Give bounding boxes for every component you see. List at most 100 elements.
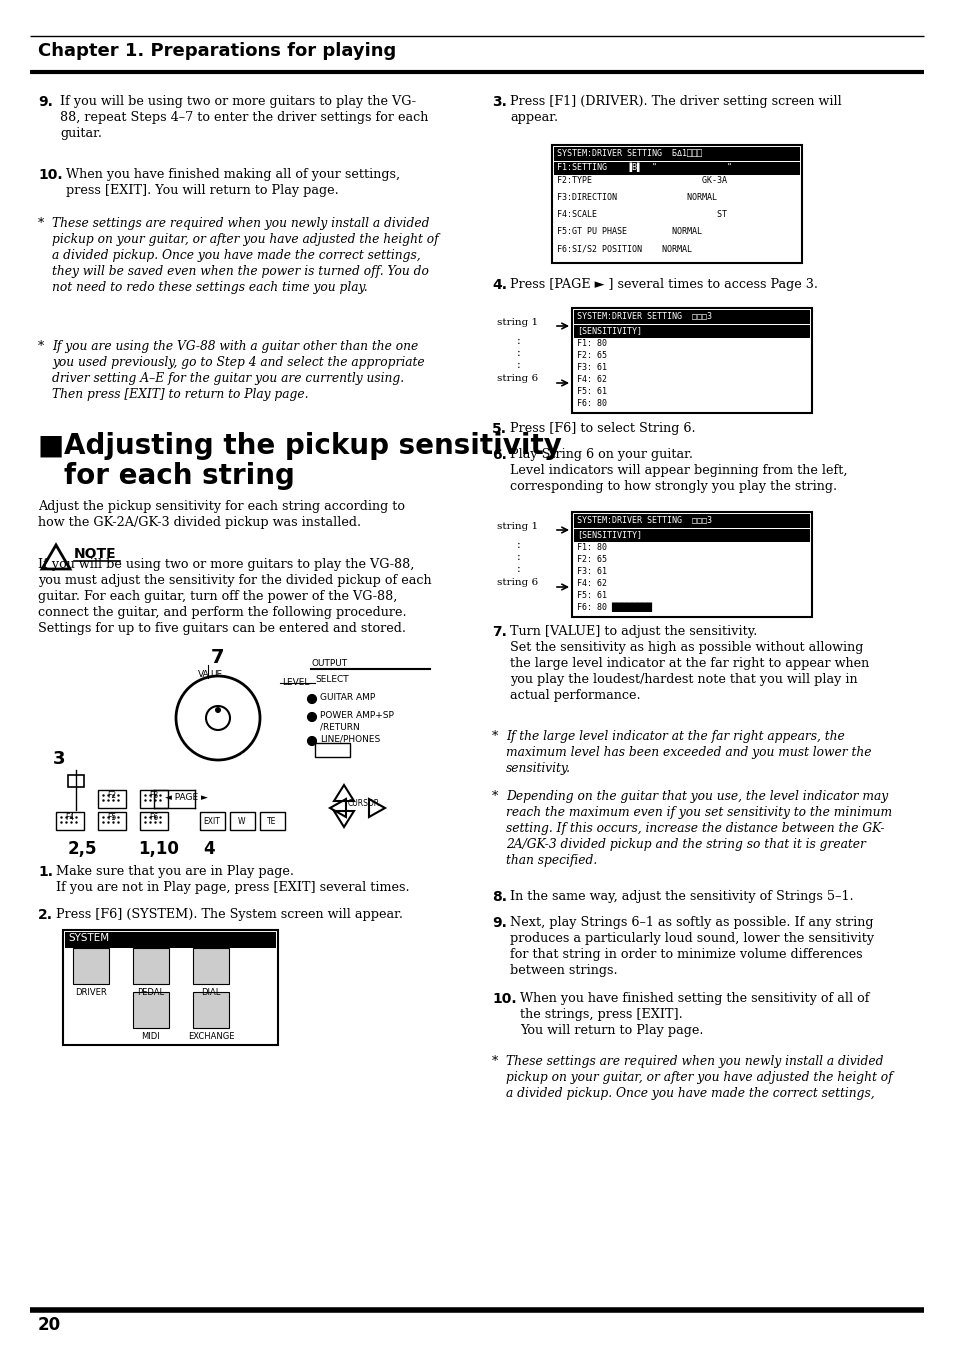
Bar: [68, 775, 84, 788]
Text: LEVEL: LEVEL: [282, 678, 309, 688]
Text: F5: 61: F5: 61: [577, 590, 606, 600]
Text: F3: F3: [150, 790, 158, 800]
Text: These settings are required when you newly install a divided
pickup on your guit: These settings are required when you new…: [505, 1055, 892, 1100]
Text: ◄ PAGE ►: ◄ PAGE ►: [165, 793, 208, 802]
Text: 10.: 10.: [492, 992, 517, 1006]
Text: In the same way, adjust the sensitivity of Strings 5–1.: In the same way, adjust the sensitivity …: [510, 890, 853, 902]
Bar: [574, 309, 809, 324]
Bar: [574, 513, 809, 528]
Bar: [98, 790, 126, 808]
Text: 8.: 8.: [492, 890, 506, 904]
Text: VA: VA: [198, 670, 210, 680]
Bar: [98, 812, 126, 830]
Bar: [572, 512, 811, 617]
Text: UE: UE: [210, 670, 222, 680]
Bar: [574, 530, 809, 542]
Text: 1,10: 1,10: [138, 840, 178, 858]
Bar: [314, 743, 350, 757]
Text: string 6: string 6: [497, 578, 537, 586]
Text: SELECT: SELECT: [314, 676, 348, 684]
Bar: [193, 992, 229, 1028]
Text: 20: 20: [38, 1316, 61, 1333]
Text: F1: 80: F1: 80: [577, 543, 606, 553]
Text: F5: 61: F5: 61: [577, 386, 606, 396]
Text: 3.: 3.: [492, 95, 506, 109]
Text: string 1: string 1: [497, 521, 537, 531]
Text: F3: 61: F3: 61: [577, 363, 606, 372]
Text: If you will be using two or more guitars to play the VG-88,
you must adjust the : If you will be using two or more guitars…: [38, 558, 431, 635]
Text: Chapter 1. Preparations for playing: Chapter 1. Preparations for playing: [38, 42, 395, 59]
Text: *: *: [492, 1055, 497, 1069]
Text: Press [F6] (SYSTEM). The System screen will appear.: Press [F6] (SYSTEM). The System screen w…: [56, 908, 402, 921]
Text: SYSTEM: SYSTEM: [68, 934, 109, 943]
Text: 2,5: 2,5: [68, 840, 97, 858]
Text: Adjusting the pickup sensitivity: Adjusting the pickup sensitivity: [64, 432, 561, 459]
Text: 3: 3: [53, 750, 66, 767]
Bar: [574, 326, 809, 338]
Bar: [554, 147, 800, 161]
Text: EXCHANGE: EXCHANGE: [188, 1032, 234, 1042]
Bar: [260, 812, 285, 830]
Text: string 1: string 1: [497, 317, 537, 327]
Text: [SENSITIVITY]: [SENSITIVITY]: [577, 530, 641, 539]
Text: :: :: [517, 349, 520, 358]
Text: When you have finished setting the sensitivity of all of
the strings, press [EXI: When you have finished setting the sensi…: [519, 992, 868, 1038]
Text: 7: 7: [211, 648, 225, 667]
Text: *: *: [38, 218, 44, 230]
Bar: [552, 145, 801, 263]
Bar: [554, 162, 800, 176]
Bar: [73, 948, 109, 984]
Text: 7.: 7.: [492, 626, 506, 639]
Text: F3: 61: F3: 61: [577, 567, 606, 576]
Text: 9.: 9.: [38, 95, 52, 109]
Text: string 6: string 6: [497, 374, 537, 382]
Text: F5: F5: [108, 813, 116, 821]
Text: :: :: [517, 553, 520, 562]
Bar: [572, 308, 811, 413]
Text: :: :: [517, 563, 520, 574]
Text: LINE/PHONES: LINE/PHONES: [319, 735, 380, 744]
Bar: [132, 992, 169, 1028]
Text: When you have finished making all of your settings,
press [EXIT]. You will retur: When you have finished making all of you…: [66, 168, 399, 197]
Text: Turn [VALUE] to adjust the sensitivity.
Set the sensitivity as high as possible : Turn [VALUE] to adjust the sensitivity. …: [510, 626, 868, 703]
Text: F5:GT PU PHASE         NORMAL: F5:GT PU PHASE NORMAL: [557, 227, 701, 236]
Text: F6: F6: [150, 813, 158, 821]
Text: F6:SI/S2 POSITION    NORMAL: F6:SI/S2 POSITION NORMAL: [557, 245, 691, 253]
Text: 2.: 2.: [38, 908, 53, 921]
Text: *: *: [38, 340, 44, 353]
Text: *: *: [492, 790, 497, 802]
Bar: [140, 812, 168, 830]
Text: F6: 80 ████████: F6: 80 ████████: [577, 603, 651, 612]
Text: Press [PAGE ► ] several times to access Page 3.: Press [PAGE ► ] several times to access …: [510, 278, 817, 290]
Text: F4:SCALE                        ST: F4:SCALE ST: [557, 209, 726, 219]
Text: EXIT: EXIT: [203, 816, 220, 825]
Text: Press [F6] to select String 6.: Press [F6] to select String 6.: [510, 422, 695, 435]
Text: 9.: 9.: [492, 916, 506, 929]
Bar: [65, 932, 275, 948]
Text: F4: 62: F4: 62: [577, 580, 606, 588]
Text: 10.: 10.: [38, 168, 63, 182]
Text: 4.: 4.: [492, 278, 506, 292]
Text: F3:DIRECTION              NORMAL: F3:DIRECTION NORMAL: [557, 193, 717, 203]
Text: If you are using the VG-88 with a guitar other than the one
you used previously,: If you are using the VG-88 with a guitar…: [52, 340, 424, 401]
Circle shape: [307, 736, 316, 746]
Text: MIDI: MIDI: [141, 1032, 160, 1042]
Text: F2: 65: F2: 65: [577, 351, 606, 359]
Bar: [132, 948, 169, 984]
Circle shape: [214, 707, 221, 713]
Text: F4: F4: [66, 813, 74, 821]
Text: ■: ■: [38, 432, 64, 459]
Text: [SENSITIVITY]: [SENSITIVITY]: [577, 326, 641, 335]
Text: :: :: [517, 540, 520, 550]
Text: OUTPUT: OUTPUT: [312, 659, 348, 667]
Bar: [56, 812, 84, 830]
Bar: [193, 948, 229, 984]
Text: 4: 4: [203, 840, 214, 858]
Text: Depending on the guitar that you use, the level indicator may
reach the maximum : Depending on the guitar that you use, th…: [505, 790, 891, 867]
Text: F6: 80: F6: 80: [577, 399, 606, 408]
Text: SYSTEM:DRIVER SETTING  □□□3: SYSTEM:DRIVER SETTING □□□3: [577, 515, 711, 524]
Text: Adjust the pickup sensitivity for each string according to
how the GK-2A/GK-3 di: Adjust the pickup sensitivity for each s…: [38, 500, 405, 530]
Text: If you will be using two or more guitars to play the VG-
88, repeat Steps 4–7 to: If you will be using two or more guitars…: [60, 95, 428, 141]
Circle shape: [307, 712, 316, 721]
Text: PEDAL: PEDAL: [137, 988, 164, 997]
